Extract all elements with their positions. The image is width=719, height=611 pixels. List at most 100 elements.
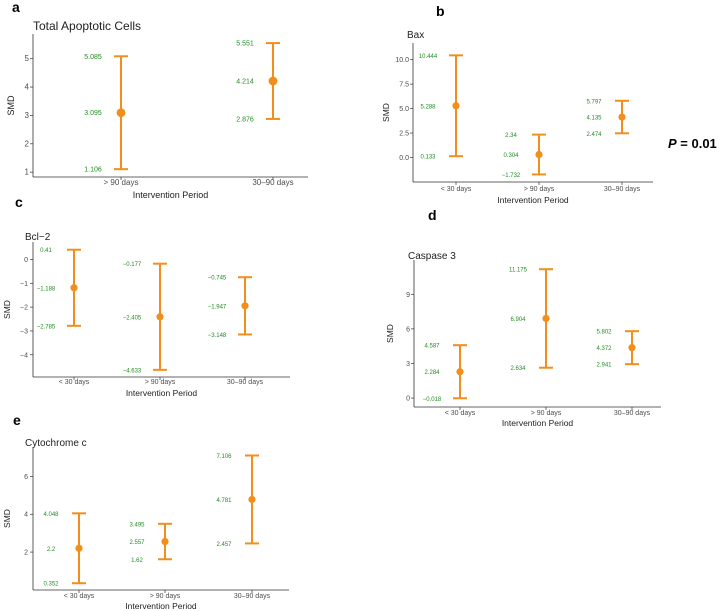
x-tick-label: 30–90 days: [234, 593, 271, 600]
x-tick-label: > 90 days: [524, 186, 555, 193]
mean-point: [618, 113, 626, 121]
upper-value-label: −0.177: [123, 262, 142, 268]
lower-value-label: 2.941: [596, 363, 612, 369]
panel-letter: a: [12, 0, 20, 15]
y-tick-label: 0.0: [399, 155, 409, 162]
p-value-symbol: P: [668, 136, 677, 151]
p-value-annotation: P = 0.01: [668, 136, 717, 151]
y-axis-label: SMD: [381, 103, 391, 122]
lower-value-label: 2.474: [586, 132, 602, 138]
p-value-text: = 0.01: [677, 136, 717, 151]
x-tick-label: 30–90 days: [604, 186, 641, 193]
mean-value-label: −2.405: [123, 315, 142, 321]
mean-point: [248, 495, 256, 504]
mean-value-label: −1.188: [37, 286, 56, 292]
y-axis-label: SMD: [6, 95, 16, 116]
upper-value-label: 4.048: [43, 512, 59, 518]
x-tick-label: < 30 days: [64, 593, 95, 600]
upper-value-label: 2.34: [505, 133, 517, 139]
panel-title: Bcl−2: [25, 232, 51, 243]
upper-value-label: 5.085: [84, 54, 102, 61]
x-tick-label: > 90 days: [531, 410, 562, 417]
y-axis-label: SMD: [2, 509, 12, 528]
x-tick-label: > 90 days: [150, 593, 181, 600]
y-tick-label: 1: [25, 168, 30, 177]
upper-value-label: 5.551: [236, 41, 254, 48]
panel-b: b Bax 0.0 2.5 5.0 7.5 10.0 SMD < 30 days > 90 day…: [381, 3, 653, 205]
y-tick-label: 3: [25, 111, 30, 120]
mean-value-label: 0.304: [503, 153, 519, 159]
y-tick-label: 9: [406, 292, 410, 299]
mean-value-label: 2.2: [47, 547, 56, 553]
y-tick-label: 2: [24, 550, 28, 557]
y-tick-label: 6: [406, 326, 410, 333]
panel-a: a Total Apoptotic Cells 1 2 3 4 5 SMD > 90 days 3…: [6, 0, 308, 200]
x-axis-label: Intervention Period: [502, 418, 574, 428]
panel-title: Bax: [407, 30, 424, 41]
y-tick-label: 7.5: [399, 82, 409, 89]
panel-e: e Cytochrome c 2 4 6 SMD < 30 days > 90 days 30–…: [2, 412, 289, 611]
mean-value-label: 4.214: [236, 78, 254, 85]
mean-value-label: 4.372: [596, 346, 612, 352]
lower-value-label: 2.457: [216, 542, 232, 548]
panel-letter: c: [15, 194, 23, 210]
upper-value-label: 5.802: [596, 330, 612, 336]
mean-point: [452, 102, 460, 110]
y-tick-label: −2: [20, 305, 28, 312]
upper-value-label: 10.444: [419, 54, 438, 60]
mean-point: [116, 108, 126, 118]
x-axis-label: Intervention Period: [125, 601, 197, 611]
lower-value-label: −4.633: [123, 368, 142, 374]
y-tick-label: −3: [20, 328, 28, 335]
mean-point: [628, 344, 636, 352]
y-tick-label: 3: [406, 361, 410, 368]
x-tick-label: < 30 days: [445, 410, 476, 417]
panel-letter: b: [436, 3, 445, 19]
y-axis-label: SMD: [385, 324, 395, 343]
upper-value-label: 3.495: [129, 522, 145, 528]
panel-d: d Caspase 3 0 3 6 9 SMD < 30 days > 90 days 30–90…: [385, 207, 661, 428]
x-tick-label: 30–90 days: [252, 178, 293, 187]
y-tick-label: 0: [24, 257, 28, 264]
y-tick-label: −4: [20, 352, 28, 359]
lower-value-label: −1.732: [502, 173, 521, 179]
panel-title: Caspase 3: [408, 251, 456, 262]
x-axis-label: Intervention Period: [133, 190, 209, 200]
y-tick-label: 2.5: [399, 131, 409, 138]
y-tick-label: 10.0: [395, 57, 409, 64]
y-tick-label: 4: [25, 83, 30, 92]
lower-value-label: −3.148: [208, 333, 227, 339]
y-tick-label: 5.0: [399, 106, 409, 113]
lower-value-label: 0.352: [43, 582, 59, 588]
x-tick-label: < 30 days: [441, 186, 472, 193]
x-axis-label: Intervention Period: [126, 388, 198, 398]
mean-value-label: −1.947: [208, 304, 227, 310]
y-tick-label: 2: [25, 139, 30, 148]
upper-value-label: 4.587: [424, 344, 440, 350]
lower-value-label: −0.018: [423, 397, 442, 403]
mean-point: [70, 284, 78, 292]
upper-value-label: 0.41: [40, 248, 52, 254]
lower-value-label: 1.106: [84, 167, 102, 174]
mean-value-label: 4.781: [216, 498, 232, 504]
lower-value-label: 0.133: [420, 155, 436, 161]
x-tick-label: 30–90 days: [227, 379, 264, 386]
y-tick-label: 4: [24, 512, 28, 519]
y-tick-label: −1: [20, 281, 28, 288]
mean-value-label: 2.284: [424, 370, 440, 376]
lower-value-label: −2.785: [37, 324, 56, 330]
mean-value-label: 2.557: [129, 540, 145, 546]
upper-value-label: 11.175: [509, 268, 528, 274]
panel-letter: d: [428, 207, 437, 223]
lower-value-label: 2.876: [236, 116, 254, 123]
x-tick-label: > 90 days: [145, 379, 176, 386]
lower-value-label: 2.634: [510, 366, 526, 372]
mean-point: [75, 544, 83, 552]
y-tick-label: 0: [406, 396, 410, 403]
lower-value-label: 1.62: [131, 558, 143, 564]
panel-title: Total Apoptotic Cells: [33, 19, 141, 33]
x-tick-label: > 90 days: [104, 178, 139, 187]
mean-value-label: 6.904: [510, 317, 526, 323]
x-axis-label: Intervention Period: [497, 195, 569, 205]
